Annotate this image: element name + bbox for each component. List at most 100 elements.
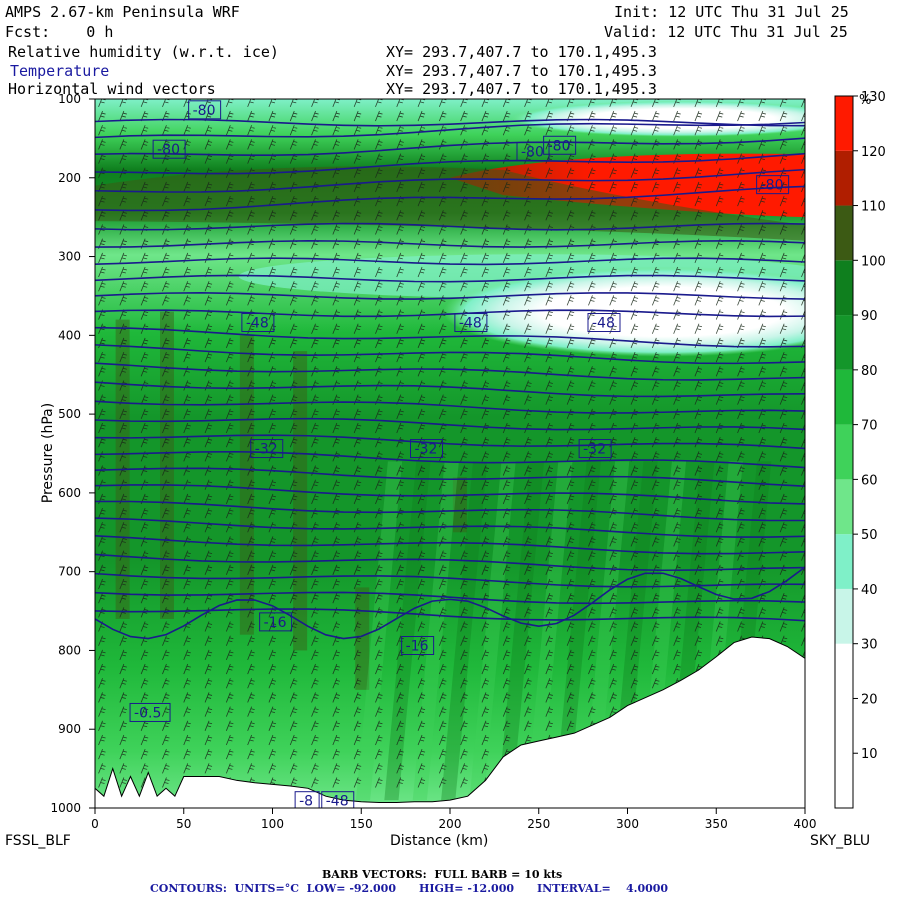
wind-barb — [779, 465, 788, 476]
wind-barb — [375, 663, 383, 675]
wind-barb — [353, 749, 362, 760]
wind-barb — [140, 281, 149, 292]
wind-barb — [417, 210, 426, 221]
wind-barb — [268, 281, 277, 292]
wind-barb — [417, 281, 426, 292]
wind-barb — [225, 451, 234, 462]
wind-barb — [204, 224, 213, 235]
wind-barb — [417, 720, 426, 731]
wind-barb — [502, 125, 511, 136]
wind-barb — [779, 607, 788, 618]
wind-barb — [609, 564, 617, 575]
wind-barb — [375, 678, 383, 689]
wind-barb — [630, 678, 639, 689]
wind-barb — [673, 281, 681, 292]
wind-barb — [588, 593, 596, 604]
colorbar-frame — [834, 95, 854, 809]
wind-barb — [694, 266, 703, 278]
wind-barb — [609, 167, 617, 178]
wind-barb — [268, 195, 277, 207]
wind-barb — [694, 323, 703, 334]
wind-barb — [98, 281, 106, 292]
wind-barb — [225, 663, 234, 675]
wind-barb — [779, 210, 788, 221]
wind-barb — [417, 607, 426, 618]
wind-barb — [651, 593, 660, 604]
contour-label: -8 — [299, 794, 313, 810]
wind-barb — [204, 635, 213, 646]
wind-barb — [502, 451, 511, 462]
wind-barb — [140, 195, 149, 207]
wind-barb — [140, 578, 149, 590]
wind-barb — [481, 210, 490, 221]
wind-barb — [98, 578, 106, 590]
wind-barb — [268, 649, 277, 661]
wind-barb — [183, 295, 191, 306]
wind-barb — [353, 593, 362, 604]
wind-barb — [268, 621, 277, 632]
wind-barb — [98, 437, 106, 448]
wind-barb — [545, 465, 553, 476]
wind-barb — [737, 366, 745, 377]
rh-band-110 — [95, 166, 805, 241]
wind-barb — [694, 110, 703, 122]
wind-barb — [375, 309, 383, 320]
wind-barb — [353, 408, 362, 419]
wind-barb — [438, 181, 447, 193]
wind-barb — [460, 167, 468, 178]
wind-barb — [247, 110, 255, 122]
wind-barb — [694, 479, 703, 490]
wind-barb — [460, 238, 468, 249]
wind-barb — [438, 564, 447, 575]
wind-barb — [566, 479, 575, 490]
wind-barb — [119, 578, 127, 590]
wind-barb — [140, 692, 149, 703]
wind-barb — [247, 295, 255, 306]
wind-barb — [98, 593, 106, 604]
wind-barb — [353, 692, 362, 703]
wind-barb — [609, 323, 617, 334]
wind-barb — [502, 720, 511, 731]
wind-barb — [119, 351, 127, 363]
wind-barb — [375, 323, 383, 334]
wind-barb — [289, 663, 298, 675]
wind-barb — [651, 663, 660, 675]
wind-barb — [353, 153, 362, 164]
wind-barb — [225, 394, 234, 405]
wind-barb — [140, 422, 149, 434]
wind-barb — [630, 366, 639, 377]
wind-barb — [524, 281, 532, 292]
wind-barb — [119, 663, 127, 675]
contour-label: -48 — [592, 316, 615, 332]
wind-barb — [332, 224, 340, 235]
wind-barb — [332, 110, 340, 122]
contour-labels: -80-80 -80 -80-80-48 -48 -48-32 -32 -32-16-16-… — [129, 100, 790, 810]
wind-barb — [119, 408, 127, 419]
wind-barb — [502, 663, 511, 675]
wind-barb — [162, 266, 170, 278]
wind-barb — [502, 295, 511, 306]
wind-barb — [225, 678, 234, 689]
colorbar-tick-label: 50 — [861, 528, 878, 543]
rh-downslope-band — [355, 461, 403, 801]
wind-barb — [758, 266, 766, 278]
wind-barb — [502, 281, 511, 292]
wind-barb — [225, 692, 234, 703]
wind-barb — [311, 210, 319, 221]
wind-barb — [609, 692, 617, 703]
wind-barb — [566, 351, 575, 363]
wind-barb — [566, 451, 575, 462]
wind-barb — [119, 153, 127, 164]
wind-barb — [332, 281, 340, 292]
wind-barb — [332, 578, 340, 590]
wind-barb — [481, 734, 490, 746]
wind-barb — [438, 479, 447, 490]
wind-barb — [758, 621, 766, 632]
wind-barb — [694, 153, 703, 164]
wind-barb — [737, 125, 745, 136]
wind-barb — [98, 777, 106, 788]
wind-barb — [268, 564, 277, 575]
wind-barb — [502, 153, 511, 164]
wind-barb — [268, 507, 277, 519]
wind-barb — [438, 252, 447, 264]
